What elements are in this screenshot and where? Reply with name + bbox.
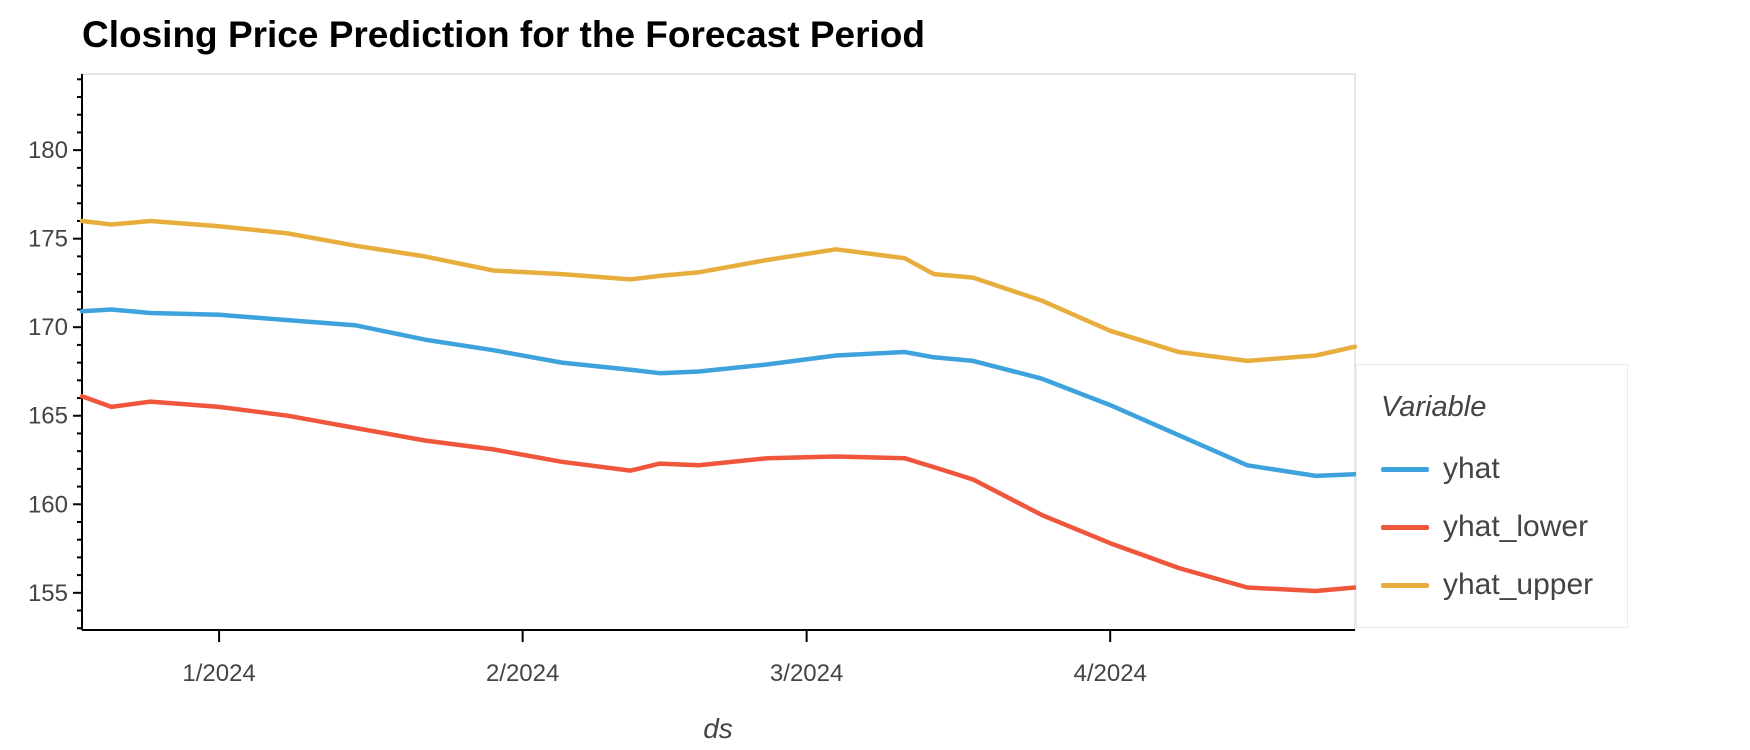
legend-item-yhat-lower[interactable]: yhat_lower [1381, 507, 1588, 547]
x-axis-title: ds [703, 713, 733, 744]
legend-label-yhat-upper: yhat_upper [1443, 568, 1594, 601]
plot-frame [81, 73, 1356, 631]
legend: Variable yhat yhat_lower yhat_upper [1356, 364, 1628, 628]
x-tick-label: 4/2024 [1073, 660, 1146, 687]
legend-swatch-yhat-upper [1381, 582, 1429, 588]
x-tick-label: 3/2024 [770, 660, 843, 687]
legend-item-yhat[interactable]: yhat [1381, 449, 1500, 489]
legend-title: Variable [1381, 391, 1487, 423]
y-tick-label: 160 [28, 491, 68, 518]
series-line-yhat[interactable] [79, 307, 1358, 479]
series-group [79, 218, 1358, 594]
x-tick-label: 2/2024 [486, 660, 559, 687]
y-tick-label: 165 [28, 403, 68, 430]
y-tick-label: 170 [28, 314, 68, 341]
series-line-yhat-lower[interactable] [79, 394, 1358, 594]
legend-label-yhat: yhat [1443, 452, 1500, 485]
legend-item-yhat-upper[interactable]: yhat_upper [1381, 565, 1593, 605]
x-axis-ticks: 1/2024 2/2024 3/2024 4/2024 [182, 630, 1147, 687]
legend-swatch-yhat [1381, 466, 1429, 472]
y-axis-ticks: 155 160 165 170 175 180 [28, 78, 82, 630]
legend-swatch-yhat-lower [1381, 524, 1429, 530]
series-line-yhat-upper[interactable] [79, 218, 1358, 364]
chart-title: Closing Price Prediction for the Forecas… [82, 14, 925, 55]
y-tick-label: 155 [28, 580, 68, 607]
x-tick-label: 1/2024 [182, 660, 255, 687]
y-tick-label: 175 [28, 226, 68, 253]
legend-label-yhat-lower: yhat_lower [1443, 510, 1589, 543]
y-tick-label: 180 [28, 137, 68, 164]
